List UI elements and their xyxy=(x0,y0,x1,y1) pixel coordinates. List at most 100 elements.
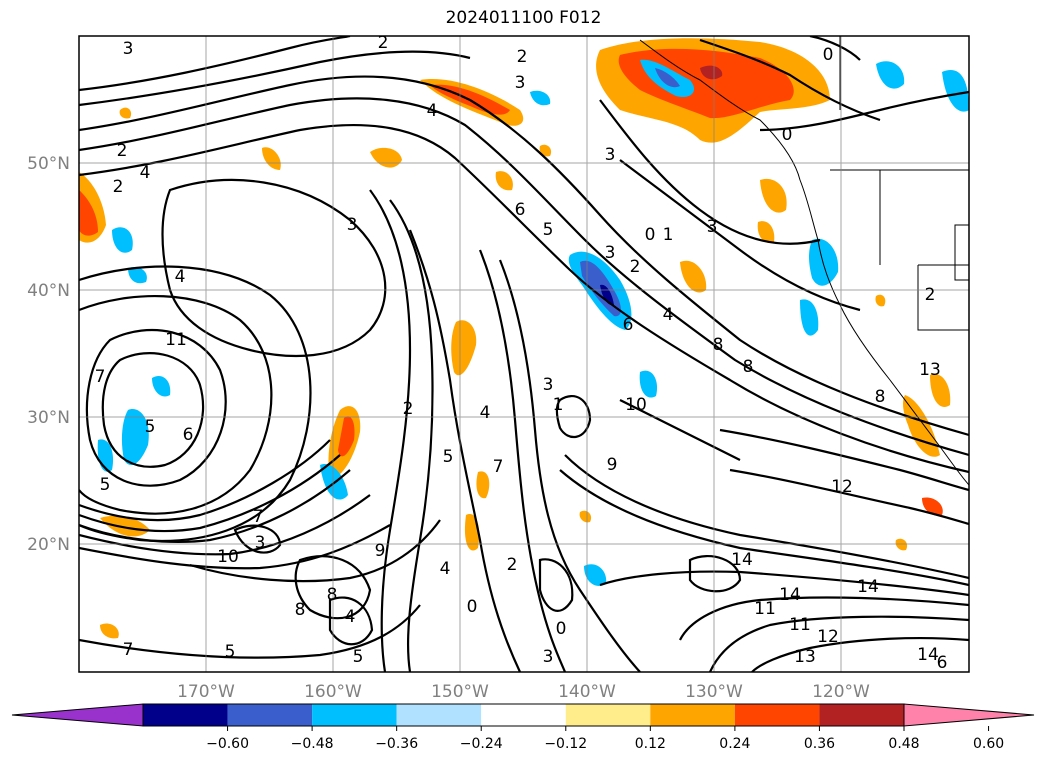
contour-label: 4 xyxy=(480,403,491,423)
colorbar-tick-label: 0.36 xyxy=(804,736,835,752)
shade-positive-region xyxy=(680,260,707,293)
colorbar-box xyxy=(734,704,820,726)
contour-label: 8 xyxy=(713,335,724,355)
colorbar-tick-label: −0.48 xyxy=(291,736,334,752)
colorbar-box xyxy=(481,704,566,726)
shade-positive-region xyxy=(495,171,513,191)
lat-label: 40°N xyxy=(27,281,70,301)
contour-label: 3 xyxy=(605,145,616,165)
shade-positive-region xyxy=(930,374,951,407)
contour-label: 4 xyxy=(175,267,186,287)
colorbar-tick-label: −0.24 xyxy=(460,736,503,752)
contour-label: 6 xyxy=(183,425,194,445)
lat-label: 30°N xyxy=(27,408,70,428)
contour-label: 0 xyxy=(467,597,478,617)
contour-label: 2 xyxy=(925,285,936,305)
shade-negative-region xyxy=(584,564,607,586)
lon-label: 120°W xyxy=(812,682,870,702)
contour-label: 2 xyxy=(117,141,128,161)
contour-label: 13 xyxy=(794,647,816,667)
contour-label: 0 xyxy=(556,619,567,639)
contour-label: 4 xyxy=(140,163,151,183)
contour-label: 13 xyxy=(919,360,941,380)
graticule xyxy=(79,36,969,672)
contour-label: 14 xyxy=(857,577,879,597)
colorbar-tick-label: 0.24 xyxy=(719,736,750,752)
shade-negative-region xyxy=(152,375,171,397)
lon-label: 150°W xyxy=(431,682,489,702)
shade-positive-region xyxy=(79,190,98,236)
shade-positive-region xyxy=(100,515,150,537)
shade-positive-region xyxy=(922,497,943,516)
contour-label: 3 xyxy=(543,375,554,395)
contour-label: 2 xyxy=(378,33,389,53)
contour-label: 6 xyxy=(623,315,634,335)
contour-label: 8 xyxy=(875,387,886,407)
shade-negative-region xyxy=(876,61,905,89)
map-area xyxy=(79,36,969,672)
colorbar-box xyxy=(227,704,313,726)
contour-label: 14 xyxy=(731,550,753,570)
contour-label: 12 xyxy=(831,477,853,497)
shade-positive-region xyxy=(539,144,552,157)
shade-negative-region xyxy=(639,370,658,398)
contour-label: 0 xyxy=(645,225,656,245)
contour-label: 5 xyxy=(100,475,111,495)
contour-label: 6 xyxy=(937,653,948,673)
colorbar-box xyxy=(819,704,904,726)
colorbar-extend-low xyxy=(11,703,144,727)
shade-positive-region xyxy=(757,221,775,243)
contour-label: 3 xyxy=(543,647,554,667)
contour-label: 3 xyxy=(605,243,616,263)
shade-positive-region xyxy=(119,107,132,119)
contour-label: 3 xyxy=(123,39,134,59)
colorbar: −0.60 −0.48 −0.36 −0.24 −0.12 0.12 0.24 0.36 0.4… xyxy=(11,703,1035,752)
colorbar-box xyxy=(396,704,482,726)
shade-negative-region xyxy=(800,299,819,336)
shade-negative-region xyxy=(655,68,680,88)
colorbar-extend-high xyxy=(903,703,1035,727)
shade-positive-region xyxy=(338,416,355,457)
contour-label: 0 xyxy=(823,45,834,65)
contour-label: 8 xyxy=(295,600,306,620)
lon-label: 170°W xyxy=(177,682,235,702)
contour-label: 4 xyxy=(427,101,438,121)
contour-label: 3 xyxy=(515,73,526,93)
shade-positive-region xyxy=(579,510,592,523)
contour-label: 11 xyxy=(789,615,811,635)
contour-lines xyxy=(79,36,969,672)
colorbar-box xyxy=(312,704,397,726)
colorbar-tick-label: 0.60 xyxy=(973,736,1004,752)
shade-positive-region xyxy=(100,623,119,639)
contour-label: 7 xyxy=(95,367,106,387)
contour-label: 9 xyxy=(607,455,618,475)
contour-label: 4 xyxy=(345,607,356,627)
map-frame xyxy=(78,35,970,673)
lon-label: 140°W xyxy=(558,682,616,702)
contour-label: 5 xyxy=(145,417,156,437)
colorbar-tick-label: 0.12 xyxy=(635,736,666,752)
shade-positive-region xyxy=(895,538,908,551)
colorbar-box xyxy=(650,704,735,726)
lon-label: 130°W xyxy=(685,682,743,702)
shade-positive-region xyxy=(875,294,886,307)
contour-label: 4 xyxy=(663,305,674,325)
contour-label: 11 xyxy=(165,330,187,350)
colorbar-box xyxy=(143,704,228,726)
contour-label: 5 xyxy=(225,642,236,662)
shade-positive-region xyxy=(262,147,281,170)
contour-label: 2 xyxy=(403,399,414,419)
colorbar-box xyxy=(565,704,651,726)
lat-label: 20°N xyxy=(27,535,70,555)
contour-label: 14 xyxy=(917,645,939,665)
contour-label: 8 xyxy=(743,357,754,377)
colorbar-border xyxy=(142,703,905,727)
colorbar-tick-label: −0.12 xyxy=(544,736,587,752)
shade-positive-region xyxy=(700,65,723,80)
shade-positive-region xyxy=(476,471,490,499)
contour-label: 7 xyxy=(493,457,504,477)
shade-negative-region xyxy=(128,266,147,284)
shade-positive-region xyxy=(451,320,477,376)
